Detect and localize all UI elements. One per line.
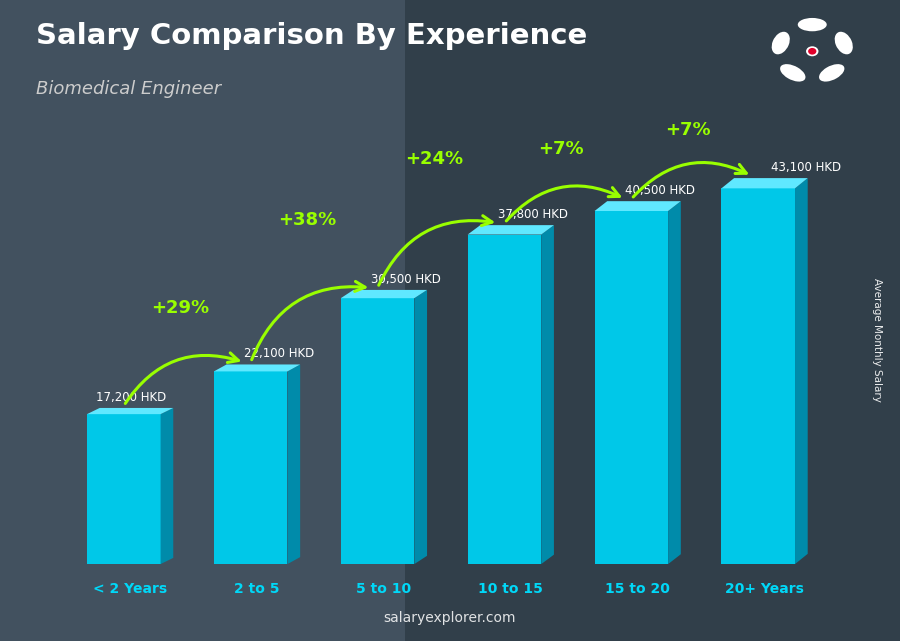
Ellipse shape [797, 18, 827, 31]
Polygon shape [87, 408, 174, 414]
Text: Salary Comparison By Experience: Salary Comparison By Experience [36, 22, 587, 51]
Text: Biomedical Engineer: Biomedical Engineer [36, 80, 221, 98]
Text: +24%: +24% [405, 151, 464, 169]
Polygon shape [722, 178, 807, 188]
Ellipse shape [780, 64, 806, 81]
Bar [0, 0, 405, 641]
Text: 30,500 HKD: 30,500 HKD [371, 272, 441, 285]
Text: +7%: +7% [665, 121, 711, 139]
Text: 40,500 HKD: 40,500 HKD [625, 184, 695, 197]
Text: 22,100 HKD: 22,100 HKD [244, 347, 315, 360]
Polygon shape [341, 290, 427, 298]
Bar [595, 211, 668, 564]
Circle shape [808, 48, 816, 54]
Polygon shape [287, 365, 301, 564]
Bar [87, 414, 160, 564]
Polygon shape [414, 290, 427, 564]
Polygon shape [214, 365, 301, 371]
Text: 37,800 HKD: 37,800 HKD [498, 208, 568, 221]
Polygon shape [541, 225, 554, 564]
Polygon shape [595, 201, 680, 211]
Text: 2 to 5: 2 to 5 [234, 581, 280, 595]
Text: < 2 Years: < 2 Years [93, 581, 167, 595]
Text: 10 to 15: 10 to 15 [478, 581, 544, 595]
Text: 20+ Years: 20+ Years [725, 581, 804, 595]
Text: 17,200 HKD: 17,200 HKD [96, 390, 166, 404]
Bar [341, 298, 414, 564]
Polygon shape [795, 178, 807, 564]
Bar [722, 188, 795, 564]
Circle shape [806, 46, 818, 56]
Ellipse shape [771, 32, 790, 54]
Ellipse shape [819, 64, 844, 81]
Ellipse shape [834, 32, 853, 54]
Text: +38%: +38% [278, 211, 337, 229]
Bar [405, 0, 900, 641]
Text: Average Monthly Salary: Average Monthly Salary [872, 278, 883, 402]
Polygon shape [160, 408, 174, 564]
Text: +7%: +7% [538, 140, 584, 158]
Text: salaryexplorer.com: salaryexplorer.com [383, 611, 517, 625]
Text: 5 to 10: 5 to 10 [356, 581, 411, 595]
Bar [468, 235, 541, 564]
Polygon shape [468, 225, 554, 235]
Bar [214, 371, 287, 564]
Text: +29%: +29% [151, 299, 210, 317]
Text: 15 to 20: 15 to 20 [605, 581, 670, 595]
Polygon shape [668, 201, 680, 564]
Text: 43,100 HKD: 43,100 HKD [771, 161, 841, 174]
